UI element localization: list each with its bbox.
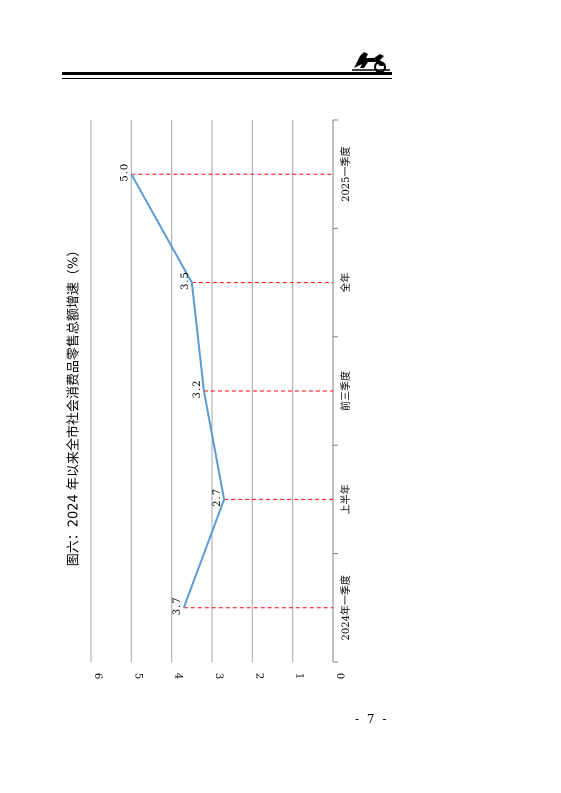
page-number: - 7 -	[355, 712, 389, 726]
header-rule-thick	[62, 72, 392, 75]
value-tick-label: 3	[213, 673, 224, 679]
data-label: 3.5	[180, 271, 191, 290]
labels: 3.7 2.7 3.2 3.5 5.0	[119, 163, 223, 616]
category-label: 上半年	[339, 484, 352, 514]
value-tick-label: 0	[334, 673, 345, 679]
horse-logo-icon	[352, 52, 390, 73]
data-label: 3.2	[192, 380, 203, 399]
value-tick-label: 4	[173, 673, 184, 679]
chart-title: 图六：2024 年以来全市社会消费品零售总额增速（%）	[66, 243, 82, 567]
value-tick-label: 6	[92, 673, 103, 679]
series-line	[130, 173, 226, 609]
data-label: 3.7	[172, 596, 183, 615]
value-tick-label: 2	[253, 673, 264, 679]
header-rule-thin	[62, 78, 392, 79]
category-label: 前三季度	[339, 371, 352, 411]
value-tick-label: 5	[132, 673, 143, 679]
value-tick-label: 1	[294, 673, 305, 679]
series-line	[130, 173, 226, 609]
category-label: 2024年一季度	[339, 575, 352, 640]
data-label: 5.0	[119, 163, 130, 182]
data-label: 2.7	[212, 488, 223, 507]
category-label: 全年	[339, 273, 352, 293]
category-label: 2025一季度	[339, 146, 352, 201]
drop-lines	[131, 173, 333, 609]
